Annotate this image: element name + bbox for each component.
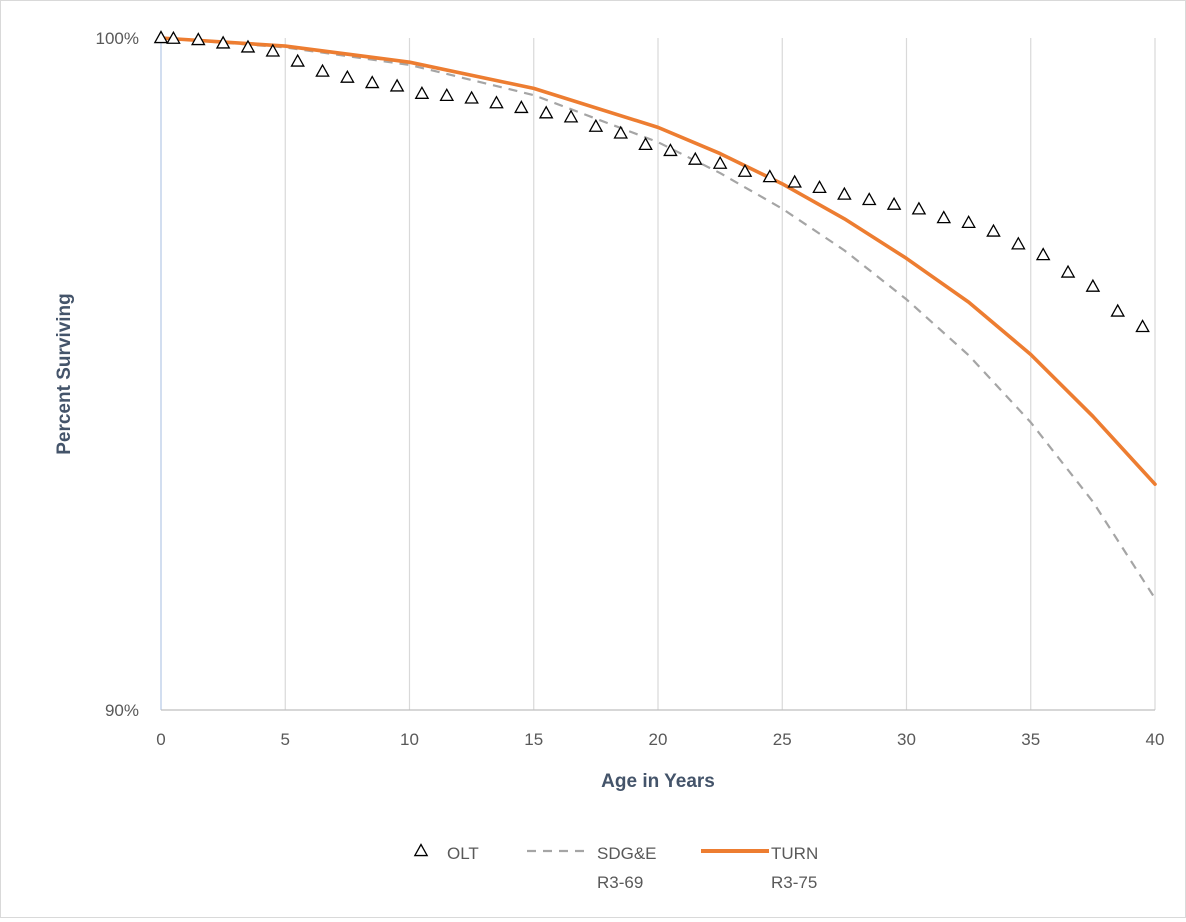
olt-marker: [936, 210, 952, 224]
olt-marker: [663, 143, 678, 157]
legend-label-turn-line2: R3-75: [771, 873, 817, 892]
olt-marker: [861, 192, 877, 206]
x-tick-label: 15: [524, 730, 543, 749]
olt-marker: [1135, 319, 1150, 333]
olt-marker: [340, 69, 355, 83]
olt-marker: [1035, 247, 1051, 261]
olt-marker: [153, 30, 169, 44]
gridlines: [284, 38, 1156, 710]
x-tick-label: 10: [400, 730, 419, 749]
olt-marker: [514, 100, 529, 114]
olt-marker: [787, 174, 802, 188]
y-tick-label: 90%: [105, 701, 139, 720]
olt-marker: [215, 35, 231, 49]
olt-marker: [588, 118, 604, 132]
series-line-sdge: [160, 36, 1156, 600]
olt-marker: [538, 105, 554, 119]
olt-marker: [613, 125, 629, 139]
y-tick-label: 100%: [96, 29, 139, 48]
legend-label-sdge: SDG&E: [597, 844, 657, 863]
olt-marker: [489, 95, 504, 109]
legend-label-olt: OLT: [447, 844, 479, 863]
olt-marker: [1060, 264, 1076, 278]
x-tick-label: 5: [281, 730, 290, 749]
olt-marker: [364, 75, 380, 89]
olt-marker: [837, 186, 852, 200]
legend: OLT SDG&E R3-69 TURN R3-75: [413, 843, 818, 892]
x-axis-title: Age in Years: [601, 771, 715, 792]
x-tick-label: 35: [1021, 730, 1040, 749]
olt-marker: [315, 63, 330, 77]
olt-marker: [638, 137, 653, 151]
olt-marker: [265, 43, 281, 57]
axes: [160, 38, 1155, 711]
x-tick-label: 30: [897, 730, 916, 749]
legend-label-sdge-line2: R3-69: [597, 873, 643, 892]
x-tick-label: 0: [156, 730, 165, 749]
olt-marker: [290, 53, 305, 67]
x-tick-label: 25: [773, 730, 792, 749]
olt-marker: [414, 85, 430, 99]
olt-marker: [464, 90, 479, 104]
olt-marker: [1011, 236, 1026, 250]
series-line-turn: [159, 36, 1157, 487]
olt-marker: [190, 32, 206, 46]
x-tick-label: 40: [1146, 730, 1165, 749]
olt-marker: [1110, 303, 1126, 317]
olt-marker: [1085, 278, 1101, 292]
olt-marker: [389, 78, 405, 92]
olt-marker: [911, 201, 927, 215]
olt-marker: [812, 180, 827, 194]
olt-marker: [563, 109, 579, 123]
olt-marker: [687, 151, 703, 165]
tick-labels: 0 5 10 15 20 25 30 35 40 100% 90%: [96, 29, 1165, 749]
olt-marker: [737, 163, 753, 177]
olt-marker: [986, 223, 1001, 237]
olt-marker: [439, 87, 455, 101]
olt-marker: [712, 155, 728, 169]
x-tick-label: 20: [649, 730, 668, 749]
olt-marker: [762, 169, 778, 183]
legend-marker-olt: [413, 843, 429, 857]
olt-marker: [886, 196, 902, 210]
olt-marker: [240, 39, 256, 53]
olt-marker: [961, 214, 976, 229]
y-axis-title: Percent Surviving: [54, 293, 75, 455]
olt-marker: [166, 30, 181, 44]
legend-label-turn: TURN: [771, 844, 818, 863]
plot-area: [153, 30, 1157, 600]
